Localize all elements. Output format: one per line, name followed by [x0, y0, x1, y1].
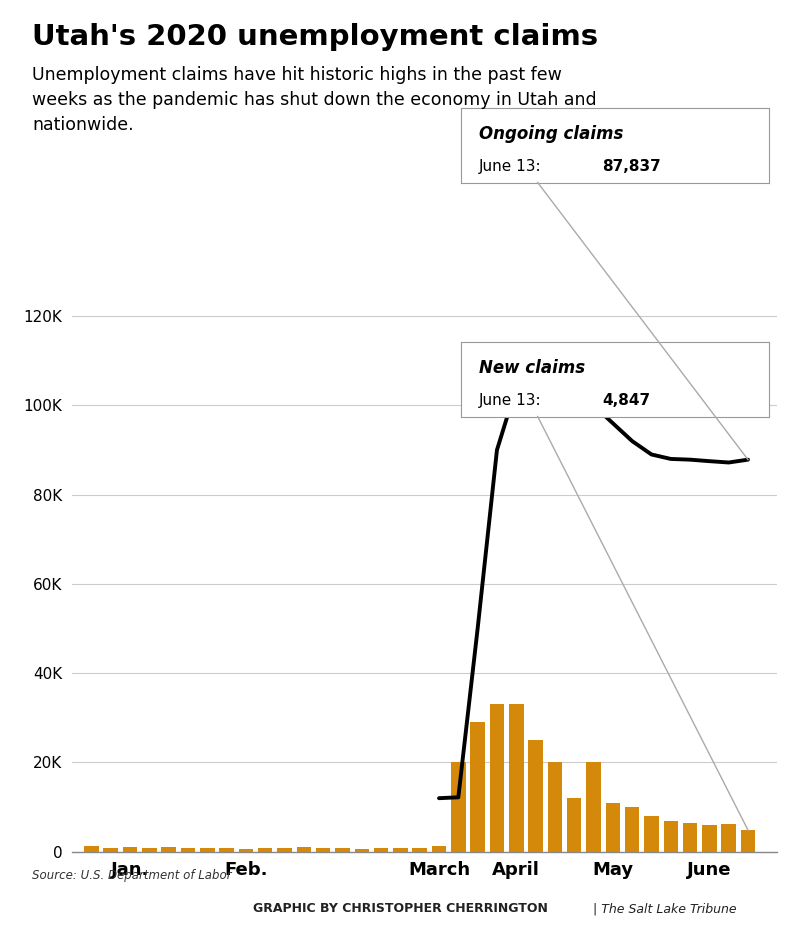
- Text: Utah's 2020 unemployment claims: Utah's 2020 unemployment claims: [32, 23, 598, 51]
- Bar: [682, 823, 698, 852]
- Bar: [239, 849, 253, 852]
- Text: Ongoing claims: Ongoing claims: [479, 124, 623, 143]
- Bar: [606, 803, 620, 852]
- Text: GRAPHIC BY CHRISTOPHER CHERRINGTON: GRAPHIC BY CHRISTOPHER CHERRINGTON: [253, 902, 548, 915]
- Bar: [355, 849, 369, 852]
- Bar: [393, 848, 408, 852]
- Bar: [451, 763, 465, 852]
- Bar: [335, 848, 350, 852]
- Bar: [296, 847, 311, 852]
- Bar: [586, 763, 601, 852]
- Bar: [432, 846, 446, 852]
- Bar: [316, 848, 330, 852]
- Bar: [722, 824, 736, 852]
- Bar: [123, 847, 137, 852]
- Bar: [103, 848, 118, 852]
- Bar: [509, 705, 524, 852]
- Bar: [567, 798, 582, 852]
- Text: Source: U.S. Department of Labor: Source: U.S. Department of Labor: [32, 869, 231, 882]
- Bar: [529, 740, 543, 852]
- Bar: [413, 848, 427, 852]
- Bar: [84, 846, 99, 852]
- Bar: [470, 723, 485, 852]
- Bar: [374, 848, 388, 852]
- Bar: [663, 821, 678, 852]
- Bar: [625, 807, 639, 852]
- Text: | The Salt Lake Tribune: | The Salt Lake Tribune: [589, 902, 736, 915]
- Bar: [277, 848, 292, 852]
- Bar: [162, 847, 176, 852]
- Bar: [181, 848, 195, 852]
- Text: 87,837: 87,837: [602, 158, 661, 173]
- Bar: [548, 763, 562, 852]
- Bar: [200, 848, 215, 852]
- Bar: [142, 848, 156, 852]
- Text: Unemployment claims have hit historic highs in the past few
weeks as the pandemi: Unemployment claims have hit historic hi…: [32, 66, 597, 134]
- Text: June 13:: June 13:: [479, 392, 546, 407]
- Bar: [702, 825, 717, 852]
- Text: New claims: New claims: [479, 358, 586, 377]
- Text: June 13:: June 13:: [479, 158, 546, 173]
- Bar: [258, 848, 272, 852]
- Text: 4,847: 4,847: [602, 392, 650, 407]
- Bar: [741, 830, 755, 852]
- Bar: [219, 848, 234, 852]
- Bar: [644, 816, 658, 852]
- Bar: [489, 705, 504, 852]
